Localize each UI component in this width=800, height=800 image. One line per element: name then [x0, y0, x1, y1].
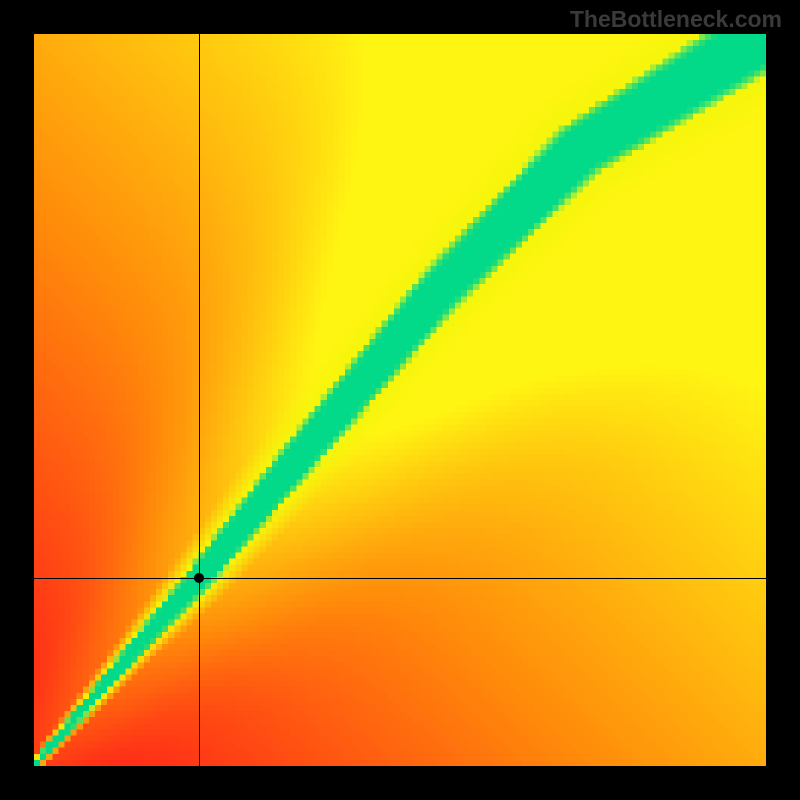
marker-dot-canvas — [34, 34, 766, 766]
watermark: TheBottleneck.com — [570, 6, 782, 33]
plot-frame — [34, 34, 766, 766]
